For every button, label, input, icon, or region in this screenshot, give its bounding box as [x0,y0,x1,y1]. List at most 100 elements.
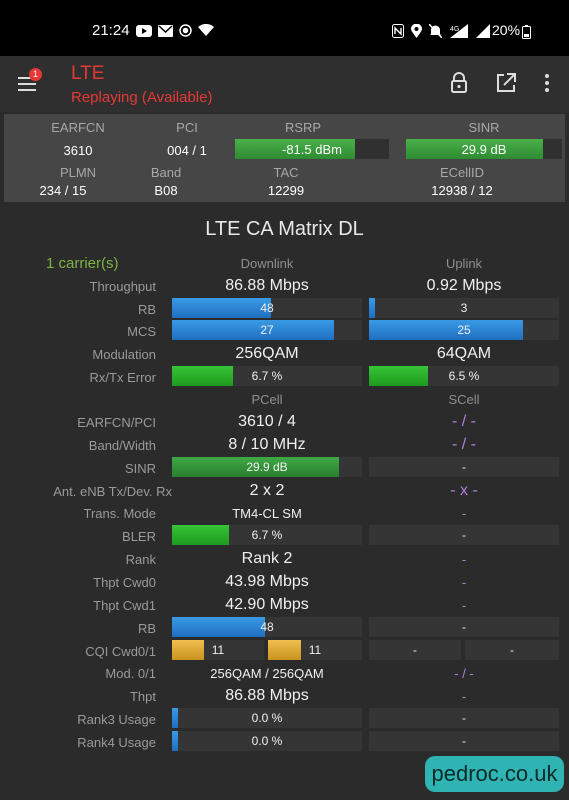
pcell-rank: Rank 2 [241,550,293,567]
ul-mcs-value: 25 [457,323,471,337]
mcs-label: MCS [127,324,156,339]
wifi-icon [198,24,214,36]
rxtx-error-label: Rx/Tx Error [89,370,156,385]
status-time: 21:24 [92,22,130,39]
dl-throughput: 86.88 Mbps [225,277,309,294]
nfc-icon [392,24,404,38]
scell-cqi1-value: - [510,643,514,657]
scell-trans-mode: - [461,506,467,521]
pcell-rank3-value: 0.0 % [251,711,283,725]
watermark: pedroc.co.uk [425,756,564,792]
ul-mcs-bar: 25 [369,320,559,340]
pcell-bler-bar: 6.7 % [172,525,362,545]
dl-error-value: 6.7 % [251,369,283,383]
bler-label: BLER [122,529,156,544]
menu-button[interactable] [14,71,40,97]
pcell-rb-label: RB [137,621,156,636]
status-bar: 21:24 4G 20% [0,0,569,56]
pci-value: 004 / 1 [167,143,207,158]
band-value: B08 [154,183,178,198]
sinr-bar: 29.9 dB [406,139,562,159]
antenna-label: Ant. eNB Tx/Dev. Rx [53,484,172,499]
sinr-value: 29.9 dB [461,142,507,157]
signal-icon [476,24,490,38]
scell-thpt-cwd1: - [461,598,467,613]
scell-mod01: - / - [454,666,474,681]
svg-text:4G: 4G [450,26,459,33]
rb-label: RB [137,302,156,317]
scell-rank4-bar: - [369,731,559,751]
notification-icons [136,24,214,37]
rank4-label: Rank4 Usage [77,735,156,750]
rsrp-value: -81.5 dBm [282,142,342,157]
ecellid-label: ECellID [439,165,485,180]
dl-mcs-bar: 27 [172,320,362,340]
mute-icon [429,24,442,38]
app-bar: 1 LTE Replaying (Available) [0,56,569,112]
scell-antenna: - x - [450,482,478,499]
cqi-label: CQI Cwd0/1 [85,644,156,659]
matrix-title: LTE CA Matrix DL [205,218,364,240]
sinr-label: SINR [468,120,500,135]
battery-percent: 20% [492,22,521,38]
scell-header: SCell [448,392,480,407]
pcell-cqi1-bar: 11 [268,640,362,660]
scell-rank3-bar: - [369,708,559,728]
dl-mcs-value: 27 [260,323,274,337]
scell-thpt: - [461,689,467,704]
tac-label: TAC [273,165,299,180]
ul-modulation: 64QAM [436,345,492,362]
pcell-earfcn-pci: 3610 / 4 [238,413,296,430]
throughput-label: Throughput [89,279,157,294]
scell-sinr-value: - [462,460,466,474]
pcell-thpt-cwd0: 43.98 Mbps [225,573,309,590]
lock-icon[interactable] [447,71,471,95]
open-external-icon[interactable] [494,71,518,95]
pci-label: PCI [176,120,198,135]
pcell-cqi1-value: 11 [308,643,322,657]
thpt-label: Thpt [129,689,156,704]
scell-bler-value: - [462,528,466,542]
scell-band-width: - / - [452,436,476,453]
pcell-trans-mode: TM4-CL SM [232,506,302,521]
plmn-value: 234 / 15 [39,183,87,198]
pcell-bler-value: 6.7 % [251,528,283,542]
ul-rb-value: 3 [460,301,468,315]
scell-rb-value: - [462,620,466,634]
overflow-menu-icon[interactable] [535,71,559,95]
mod01-label: Mod. 0/1 [105,666,156,681]
thpt-cwd1-label: Thpt Cwd1 [93,598,156,613]
app-title: LTE [71,63,105,84]
pcell-rb-bar: 48 [172,617,362,637]
downlink-header: Downlink [240,256,294,271]
thpt-cwd0-label: Thpt Cwd0 [93,575,156,590]
pcell-thpt-cwd1: 42.90 Mbps [225,596,309,613]
location-icon [411,24,422,38]
band-label: Band [150,165,182,180]
scell-rank: - [461,552,467,567]
modulation-label: Modulation [92,347,156,362]
scell-sinr-bar: - [369,457,559,477]
dl-modulation: 256QAM [235,345,299,362]
pcell-cqi0-value: 11 [211,643,225,657]
pcell-sinr-bar: 29.9 dB [172,457,362,477]
pcell-thpt: 86.88 Mbps [225,687,309,704]
rsrp-bar: -81.5 dBm [235,139,389,159]
sinr-row-label: SINR [124,461,156,476]
dl-error-bar: 6.7 % [172,366,362,386]
pcell-rank3-bar: 0.0 % [172,708,362,728]
app-subtitle: Replaying (Available) [71,89,213,106]
scell-rb-bar: - [369,617,559,637]
pcell-header: PCell [251,392,283,407]
serving-cell-panel: EARFCN 3610 PCI 004 / 1 RSRP -81.5 dBm S… [4,114,565,202]
ul-rb-bar: 3 [369,298,559,318]
dl-rb-value: 48 [260,301,274,315]
tac-value: 12299 [267,183,305,198]
pcell-cqi0-bar: 11 [172,640,264,660]
pcell-mod01: 256QAM / 256QAM [210,666,324,681]
scell-cqi0-value: - [413,643,417,657]
ul-error-bar: 6.5 % [369,366,559,386]
system-icons: 4G [392,24,490,38]
earfcn-value: 3610 [63,143,93,158]
battery-icon [522,25,531,39]
